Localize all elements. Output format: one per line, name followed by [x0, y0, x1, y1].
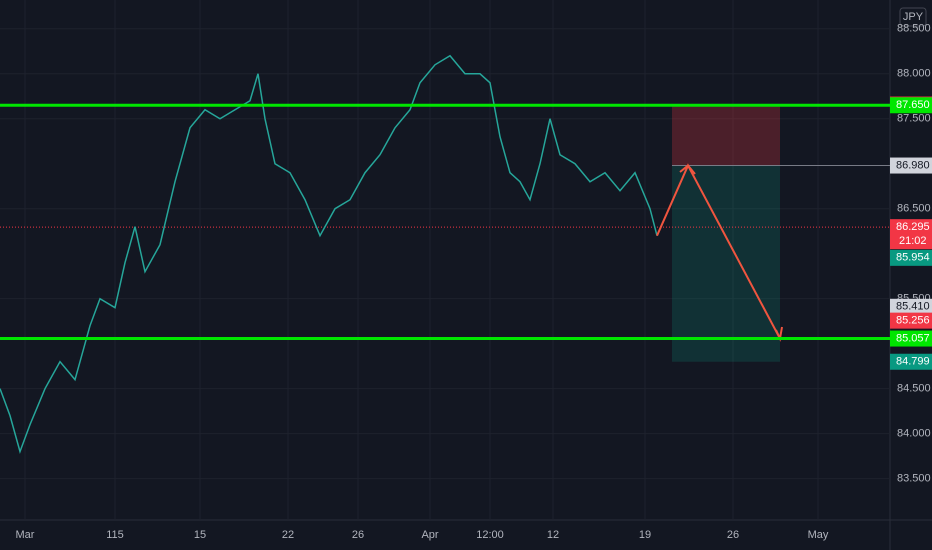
- y-tick-label: 88.000: [897, 68, 931, 80]
- y-tick-label: 86.500: [897, 203, 931, 215]
- y-tick-label: 84.000: [897, 428, 931, 440]
- x-tick-label: Apr: [421, 529, 438, 541]
- y-tick-label: 88.500: [897, 23, 931, 35]
- price-label-box: [890, 219, 932, 250]
- x-tick-label: 12:00: [476, 529, 504, 541]
- price-label-box: [890, 249, 932, 266]
- x-tick-label: 12: [547, 529, 559, 541]
- price-label-time: 21:02: [899, 235, 927, 247]
- stop-zone: [672, 104, 780, 166]
- price-label-box: [890, 312, 932, 329]
- x-tick-label: 26: [352, 529, 364, 541]
- price-label: 86.980: [896, 159, 930, 171]
- price-label: 87.650: [896, 99, 930, 111]
- arrow-head: [679, 164, 696, 175]
- price-label-box: [890, 97, 932, 114]
- currency: JPY: [903, 11, 924, 23]
- x-tick-label: May: [808, 529, 829, 541]
- x-tick-label: 19: [639, 529, 651, 541]
- x-tick-label: 22: [282, 529, 294, 541]
- target-zone: [672, 165, 780, 362]
- y-tick-label: 87.500: [897, 113, 931, 125]
- x-tick-label: Mar: [16, 529, 35, 541]
- y-tick-label: 83.500: [897, 473, 931, 485]
- price-label-box: [890, 157, 932, 174]
- x-tick-label: 15: [194, 529, 206, 541]
- price-label: 85.256: [896, 315, 930, 327]
- price-label: 84.799: [896, 356, 930, 368]
- price-label: 85.410: [896, 301, 930, 313]
- price-label-box: [890, 353, 932, 370]
- currency-box: [899, 7, 927, 27]
- price-label: 85.954: [896, 252, 930, 264]
- x-tick-label: 115: [106, 529, 124, 541]
- price-label: 86.295: [896, 221, 930, 233]
- price-label-box: [890, 330, 932, 347]
- price-label: 85.057: [896, 332, 930, 344]
- price-label-box: [890, 298, 932, 315]
- y-tick-label: 84.500: [897, 383, 931, 395]
- price-line: [0, 54, 658, 455]
- x-tick-label: 26: [727, 529, 739, 541]
